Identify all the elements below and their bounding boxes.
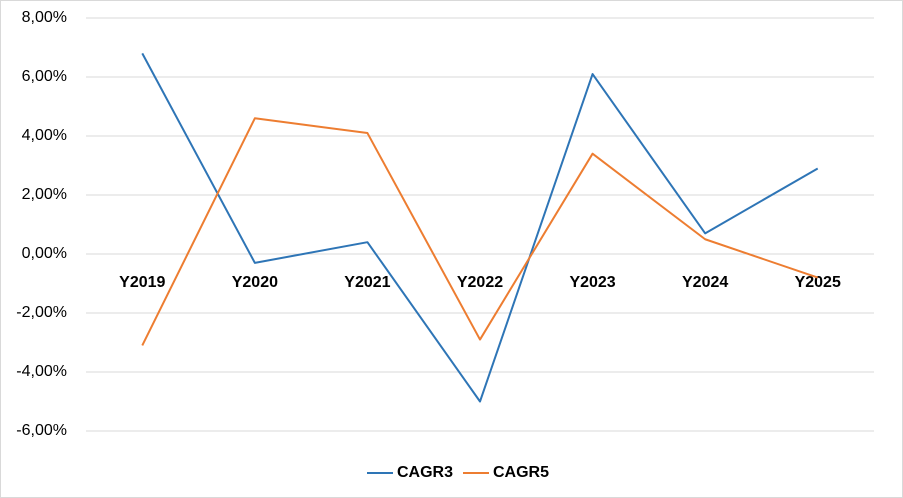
x-tick-label: Y2025 — [795, 274, 841, 291]
y-tick-label: 0,00% — [22, 245, 67, 262]
series-lines — [141, 52, 819, 403]
x-tick-label: Y2021 — [344, 274, 390, 291]
x-tick-label: Y2019 — [119, 274, 165, 291]
x-tick-label: Y2020 — [232, 274, 278, 291]
y-tick-label: 6,00% — [22, 68, 67, 85]
x-tick-label: Y2022 — [457, 274, 503, 291]
legend-label-cagr3: CAGR3 — [397, 464, 453, 481]
y-tick-label: -2,00% — [16, 304, 67, 321]
x-axis-ticks: Y2019 Y2020 Y2021 Y2022 Y2023 Y2024 Y202… — [119, 274, 841, 291]
x-tick-label: Y2024 — [682, 274, 728, 291]
y-tick-label: 4,00% — [22, 127, 67, 144]
y-axis-ticks: 8,00% 6,00% 4,00% 2,00% 0,00% -2,00% -4,… — [16, 9, 67, 439]
series-line-cagr5 — [141, 117, 819, 346]
gridlines — [86, 17, 874, 432]
legend: CAGR3 CAGR5 — [367, 464, 549, 481]
legend-label-cagr5: CAGR5 — [493, 464, 549, 481]
y-tick-label: -4,00% — [16, 363, 67, 380]
y-tick-label: 2,00% — [22, 186, 67, 203]
x-tick-label: Y2023 — [569, 274, 615, 291]
y-tick-label: 8,00% — [22, 9, 67, 26]
series-line-cagr3 — [141, 52, 819, 403]
y-tick-label: -6,00% — [16, 422, 67, 439]
